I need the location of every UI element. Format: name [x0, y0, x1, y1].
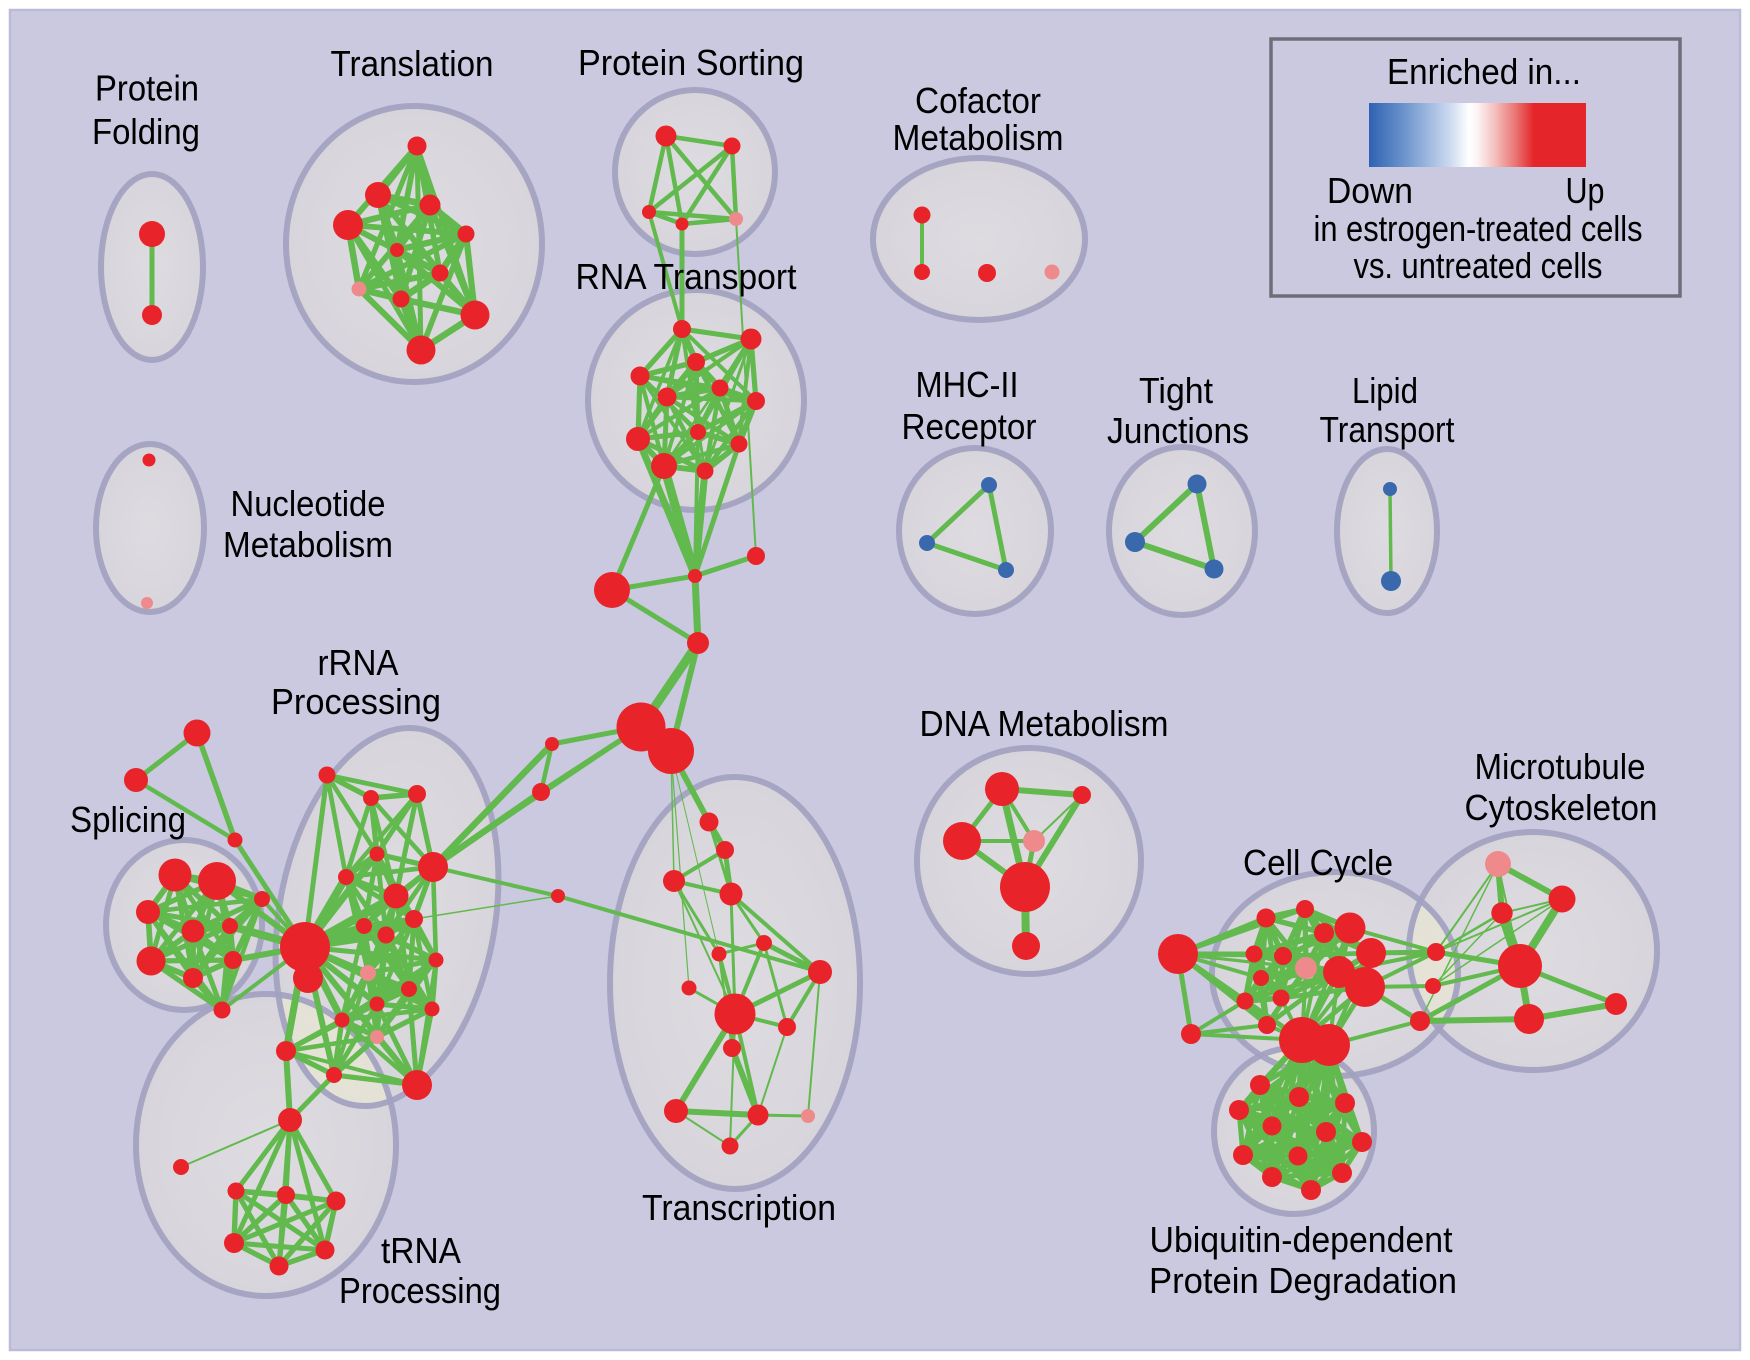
- svg-text:in estrogen-treated cells: in estrogen-treated cells: [1314, 208, 1643, 249]
- svg-text:Lipid: Lipid: [1352, 370, 1418, 411]
- svg-text:Ubiquitin-dependent: Ubiquitin-dependent: [1150, 1219, 1453, 1260]
- svg-text:Translation: Translation: [331, 43, 494, 84]
- svg-text:Metabolism: Metabolism: [893, 117, 1064, 158]
- svg-text:DNA Metabolism: DNA Metabolism: [920, 703, 1169, 744]
- svg-text:Enriched in...: Enriched in...: [1387, 51, 1581, 92]
- svg-text:Splicing: Splicing: [70, 799, 186, 840]
- svg-text:tRNA: tRNA: [381, 1230, 462, 1271]
- svg-text:Junctions: Junctions: [1107, 410, 1249, 451]
- svg-text:Cofactor: Cofactor: [915, 80, 1041, 121]
- svg-text:Processing: Processing: [339, 1270, 501, 1311]
- svg-text:Cytoskeleton: Cytoskeleton: [1465, 787, 1658, 828]
- svg-text:Protein: Protein: [95, 68, 199, 109]
- svg-text:Up: Up: [1566, 170, 1605, 211]
- svg-text:MHC-II: MHC-II: [916, 364, 1019, 405]
- svg-text:Nucleotide: Nucleotide: [231, 483, 386, 524]
- svg-text:rRNA: rRNA: [318, 642, 400, 683]
- svg-text:Protein Degradation: Protein Degradation: [1149, 1260, 1457, 1301]
- svg-text:Down: Down: [1327, 170, 1413, 211]
- svg-text:Processing: Processing: [271, 681, 441, 722]
- svg-text:Cell Cycle: Cell Cycle: [1243, 842, 1393, 883]
- svg-text:Transport: Transport: [1320, 409, 1455, 450]
- svg-text:Receptor: Receptor: [902, 406, 1037, 447]
- svg-text:Folding: Folding: [92, 111, 200, 152]
- svg-text:Metabolism: Metabolism: [223, 524, 393, 565]
- svg-text:vs. untreated cells: vs. untreated cells: [1354, 245, 1603, 286]
- svg-text:Protein Sorting: Protein Sorting: [578, 42, 804, 83]
- svg-text:Transcription: Transcription: [642, 1187, 836, 1228]
- svg-text:RNA Transport: RNA Transport: [576, 256, 797, 297]
- svg-text:Microtubule: Microtubule: [1475, 746, 1646, 787]
- svg-text:Tight: Tight: [1139, 370, 1213, 411]
